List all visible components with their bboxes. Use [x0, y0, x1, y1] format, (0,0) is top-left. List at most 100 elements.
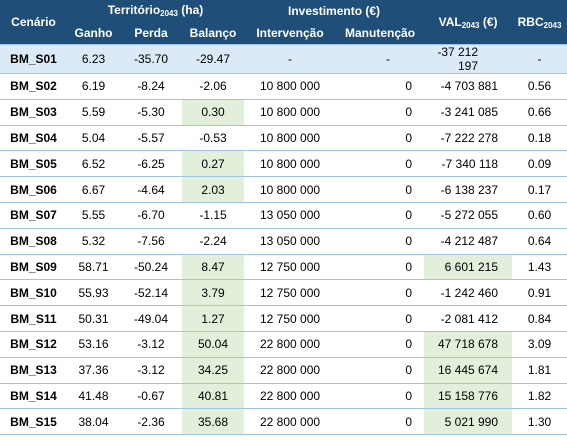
cell-maintenance: - — [336, 44, 425, 74]
cell-gain: 41.48 — [67, 383, 120, 410]
cell-rbc: 3.09 — [512, 331, 567, 358]
cell-intervention: 10 800 000 — [244, 176, 337, 203]
cell-rbc: 1.82 — [512, 383, 567, 410]
cell-intervention: 12 750 000 — [244, 279, 337, 307]
cell-intervention: 13 050 000 — [244, 202, 337, 229]
header-loss: Perda — [120, 21, 182, 45]
cell-val: 47 718 678 — [424, 331, 513, 358]
cell-val: -1 242 460 — [424, 279, 513, 307]
cell-gain: 38.04 — [67, 408, 120, 436]
cell-val: -7 222 278 — [424, 125, 513, 152]
cell-rbc: 0.60 — [512, 202, 567, 229]
cell-val: -2 081 412 — [424, 305, 513, 332]
table-row: BM_S15 38.04 -2.36 35.68 22 800 000 0 5 021 99… — [0, 408, 567, 436]
cell-gain: 5.59 — [67, 99, 120, 126]
table-row: BM_S02 6.19 -8.24 -2.06 10 800 000 0 -4 703 88… — [0, 73, 567, 100]
cell-val: -4 703 881 — [424, 73, 513, 100]
cell-gain: 53.16 — [67, 331, 120, 358]
cell-scenario: BM_S11 — [0, 305, 67, 332]
cell-scenario: BM_S02 — [0, 73, 67, 100]
cell-gain: 6.52 — [67, 150, 120, 178]
results-table: Cenário Território2043 (ha) Investimento… — [0, 0, 567, 436]
cell-val: -3 241 085 — [424, 99, 513, 126]
table-row: BM_S05 6.52 -6.25 0.27 10 800 000 0 -7 340 118… — [0, 150, 567, 178]
cell-loss: -0.67 — [120, 383, 182, 410]
cell-scenario: BM_S07 — [0, 202, 67, 229]
header-investment: Investimento (€) — [244, 0, 425, 21]
cell-rbc: 0.84 — [512, 305, 567, 332]
cell-maintenance: 0 — [336, 228, 425, 255]
header-territory: Território2043 (ha) — [67, 0, 245, 21]
header-maintenance: Manutenção — [336, 21, 425, 45]
cell-loss: -49.04 — [120, 305, 182, 332]
header-scenario: Cenário — [0, 0, 67, 45]
cell-balance: -2.24 — [182, 228, 245, 255]
cell-loss: -7.56 — [120, 228, 182, 255]
table-row: BM_S12 53.16 -3.12 50.04 22 800 000 0 47 718 6… — [0, 331, 567, 358]
cell-rbc: 0.17 — [512, 176, 567, 203]
cell-maintenance: 0 — [336, 176, 425, 203]
cell-scenario: BM_S03 — [0, 99, 67, 126]
cell-maintenance: 0 — [336, 150, 425, 178]
cell-loss: -5.30 — [120, 99, 182, 126]
cell-val: -37 212 197 — [424, 44, 513, 74]
cell-scenario: BM_S12 — [0, 331, 67, 358]
cell-balance: 34.25 — [182, 357, 245, 384]
cell-gain: 55.93 — [67, 279, 120, 307]
cell-balance: -1.15 — [182, 202, 245, 229]
cell-gain: 37.36 — [67, 357, 120, 384]
cell-balance: -29.47 — [182, 44, 245, 74]
table-row: BM_S10 55.93 -52.14 3.79 12 750 000 0 -1 242 4… — [0, 279, 567, 307]
cell-maintenance: 0 — [336, 279, 425, 307]
header-intervention: Intervenção — [244, 21, 337, 45]
cell-rbc: 0.66 — [512, 99, 567, 126]
cell-rbc: - — [512, 44, 567, 74]
cell-intervention: 10 800 000 — [244, 125, 337, 152]
table-row: BM_S14 41.48 -0.67 40.81 22 800 000 0 15 158 7… — [0, 383, 567, 410]
cell-scenario: BM_S05 — [0, 150, 67, 178]
cell-maintenance: 0 — [336, 99, 425, 126]
cell-gain: 5.04 — [67, 125, 120, 152]
cell-rbc: 1.81 — [512, 357, 567, 384]
cell-maintenance: 0 — [336, 408, 425, 436]
cell-gain: 6.23 — [67, 44, 120, 74]
table-row: BM_S04 5.04 -5.57 -0.53 10 800 000 0 -7 222 27… — [0, 125, 567, 152]
cell-maintenance: 0 — [336, 125, 425, 152]
cell-balance: 50.04 — [182, 331, 245, 358]
cell-loss: -50.24 — [120, 254, 182, 281]
cell-loss: -35.70 — [120, 44, 182, 74]
table-row: BM_S13 37.36 -3.12 34.25 22 800 000 0 16 445 6… — [0, 357, 567, 384]
cell-maintenance: 0 — [336, 383, 425, 410]
cell-loss: -3.12 — [120, 357, 182, 384]
cell-gain: 6.67 — [67, 176, 120, 203]
cell-maintenance: 0 — [336, 73, 425, 100]
cell-intervention: 10 800 000 — [244, 99, 337, 126]
cell-intervention: 22 800 000 — [244, 357, 337, 384]
cell-rbc: 1.43 — [512, 254, 567, 281]
cell-val: 5 021 990 — [424, 408, 513, 436]
cell-loss: -4.64 — [120, 176, 182, 203]
cell-scenario: BM_S13 — [0, 357, 67, 384]
cell-val: 6 601 215 — [424, 254, 513, 281]
cell-loss: -6.70 — [120, 202, 182, 229]
cell-scenario: BM_S08 — [0, 228, 67, 255]
cell-balance: 2.03 — [182, 176, 245, 203]
cell-maintenance: 0 — [336, 202, 425, 229]
cell-maintenance: 0 — [336, 357, 425, 384]
cell-intervention: 22 800 000 — [244, 383, 337, 410]
cell-balance: 0.30 — [182, 99, 245, 126]
header-rbc: RBC2043 — [512, 0, 567, 45]
header-val: VAL2043 (€) — [424, 0, 513, 45]
cell-intervention: 12 750 000 — [244, 305, 337, 332]
cell-loss: -8.24 — [120, 73, 182, 100]
cell-rbc: 0.18 — [512, 125, 567, 152]
cell-loss: -52.14 — [120, 279, 182, 307]
cell-balance: -0.53 — [182, 125, 245, 152]
table-row: BM_S01 6.23 -35.70 -29.47- - -37 212 197- — [0, 44, 567, 74]
cell-intervention: 12 750 000 — [244, 254, 337, 281]
table-row: BM_S08 5.32 -7.56 -2.24 13 050 000 0 -4 212 48… — [0, 228, 567, 255]
cell-scenario: BM_S14 — [0, 383, 67, 410]
cell-scenario: BM_S01 — [0, 44, 67, 74]
cell-gain: 58.71 — [67, 254, 120, 281]
cell-balance: 8.47 — [182, 254, 245, 281]
